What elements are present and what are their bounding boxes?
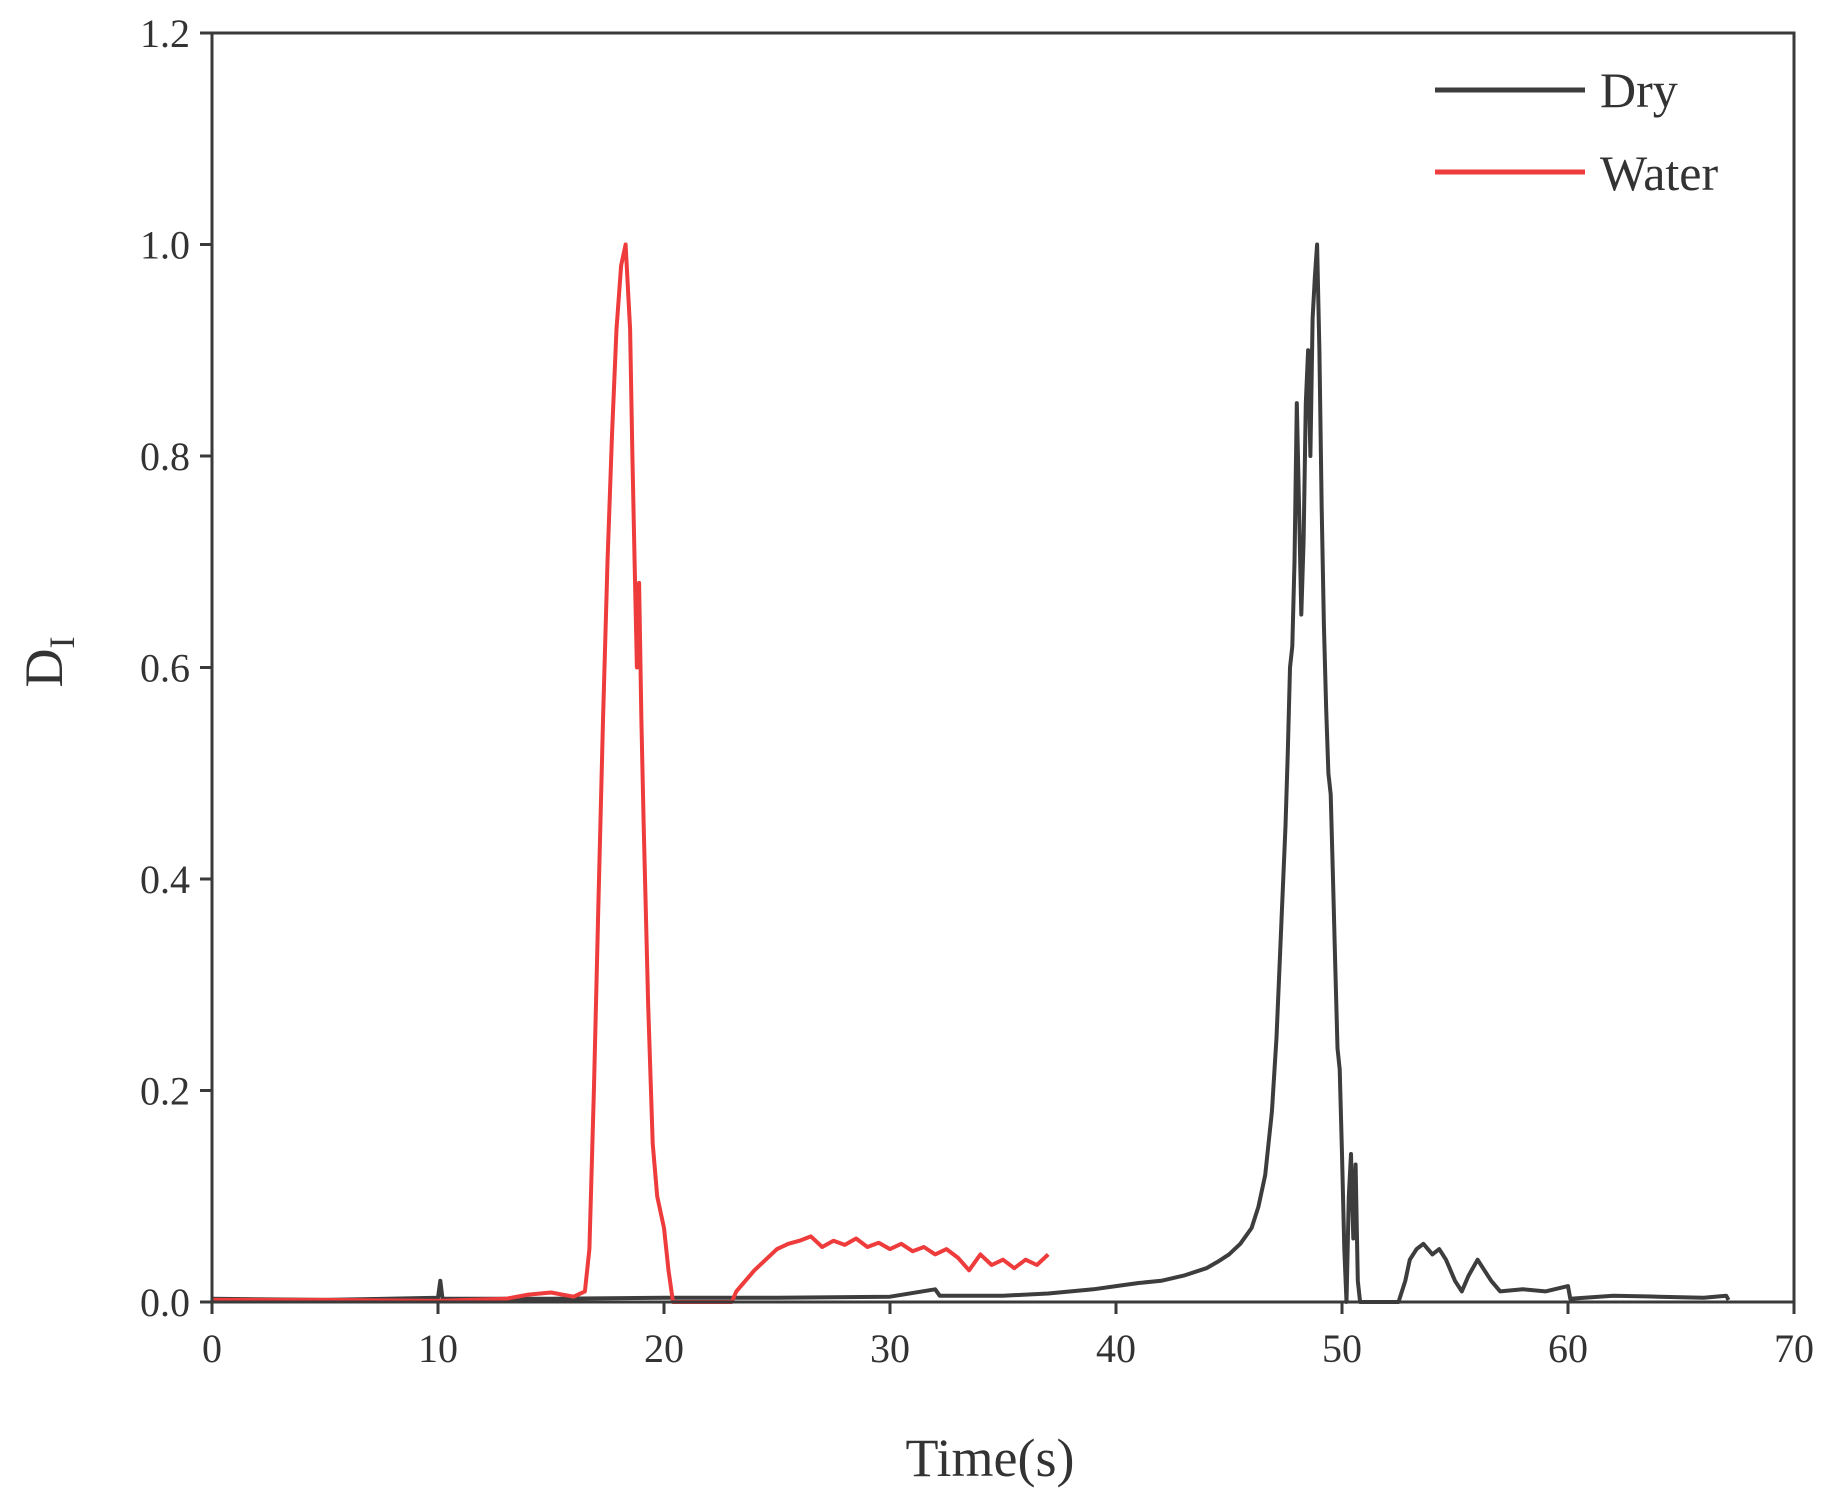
ticks-layer: 0 10 20 30 40 50 60 70 0.0 0.2 0.4 0.6 0.8 1.0 1.2 — [140, 11, 1814, 1371]
y-tick-label: 0.6 — [140, 646, 190, 691]
legend-label-water: Water — [1600, 145, 1718, 201]
y-tick-label: 0.4 — [140, 857, 190, 902]
y-axis-title-main: D — [14, 649, 74, 688]
x-tick-label: 60 — [1548, 1326, 1588, 1371]
x-tick-label: 40 — [1096, 1326, 1136, 1371]
series-line-dry — [211, 242, 1731, 1304]
x-tick-label: 0 — [202, 1326, 222, 1371]
x-tick-label: 20 — [644, 1326, 684, 1371]
legend-label-dry: Dry — [1600, 62, 1678, 118]
x-tick-label: 70 — [1774, 1326, 1814, 1371]
y-tick-label: 1.2 — [140, 11, 190, 56]
legend: Dry Water — [1435, 62, 1718, 201]
x-tick-label: 10 — [418, 1326, 458, 1371]
plot-frame — [210, 31, 1796, 1304]
series-line-water — [212, 242, 1050, 1304]
x-axis-title: Time(s) — [905, 1428, 1074, 1488]
y-tick-label: 0.8 — [140, 434, 190, 479]
y-axis-title: DI — [14, 637, 82, 688]
y-tick-label: 0.0 — [140, 1280, 190, 1325]
series-layer — [211, 242, 1731, 1304]
y-tick-label: 0.2 — [140, 1069, 190, 1114]
y-axis-title-subscript: I — [42, 637, 82, 649]
x-tick-label: 50 — [1322, 1326, 1362, 1371]
x-tick-label: 30 — [870, 1326, 910, 1371]
y-tick-label: 1.0 — [140, 223, 190, 268]
